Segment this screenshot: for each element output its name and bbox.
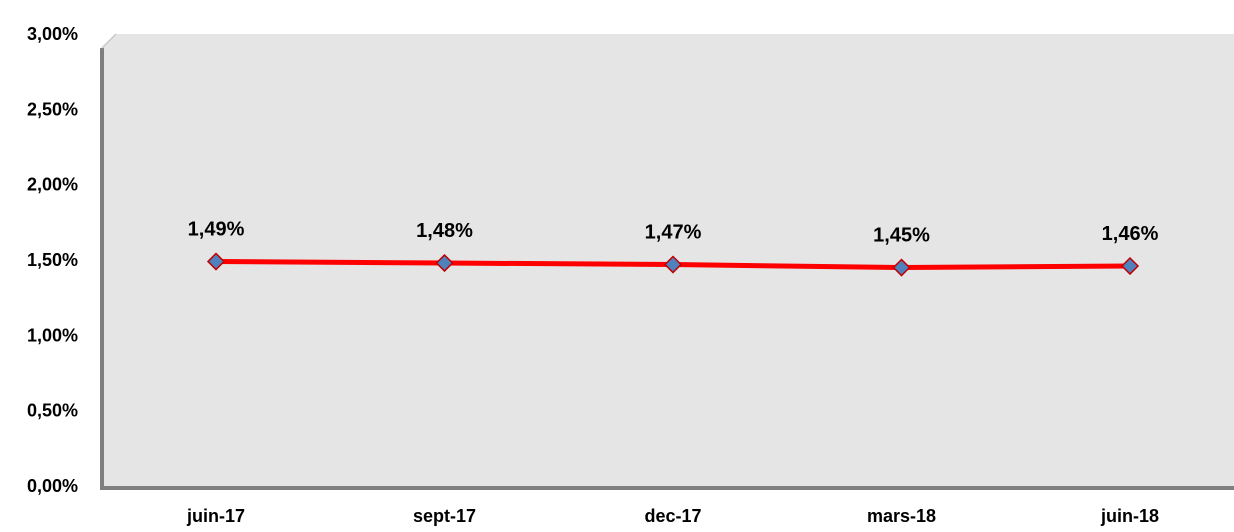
x-axis: juin-17 sept-17 dec-17 mars-18 juin-18 — [186, 506, 1159, 526]
y-axis: 0,00% 0,50% 1,00% 1,50% 2,00% 2,50% 3,00% — [27, 24, 78, 496]
data-point-marker — [435, 253, 454, 273]
y-tick-label: 2,50% — [27, 99, 78, 119]
data-point-marker — [206, 252, 226, 271]
plot-corner — [101, 33, 117, 49]
plot-area — [100, 33, 1234, 490]
y-tick-label: 0,50% — [27, 401, 78, 421]
data-point-marker — [1120, 256, 1140, 276]
y-tick-label: 0,00% — [27, 476, 78, 496]
data-label: 1,45% — [873, 225, 930, 247]
y-tick-label: 1,50% — [27, 250, 78, 270]
y-tick-label: 1,00% — [27, 325, 78, 345]
y-tick-label: 3,00% — [27, 24, 78, 44]
data-label: 1,46% — [1102, 223, 1159, 245]
data-label: 1,49% — [188, 219, 245, 241]
x-tick-label: dec-17 — [644, 506, 701, 526]
data-point-marker — [663, 255, 683, 274]
series-layer: 1,49% 1,48% 1,47% 1,45% 1,46% — [188, 219, 1159, 277]
x-tick-label: juin-17 — [186, 506, 245, 526]
x-tick-label: juin-18 — [1100, 506, 1159, 526]
y-tick-label: 2,00% — [27, 175, 78, 195]
data-label: 1,48% — [416, 220, 473, 242]
data-point-marker — [892, 258, 911, 277]
data-label: 1,47% — [645, 222, 702, 244]
x-tick-label: sept-17 — [413, 506, 476, 526]
plot-background — [102, 34, 1234, 486]
plot-shadow — [100, 48, 1234, 490]
x-tick-label: mars-18 — [867, 506, 936, 526]
